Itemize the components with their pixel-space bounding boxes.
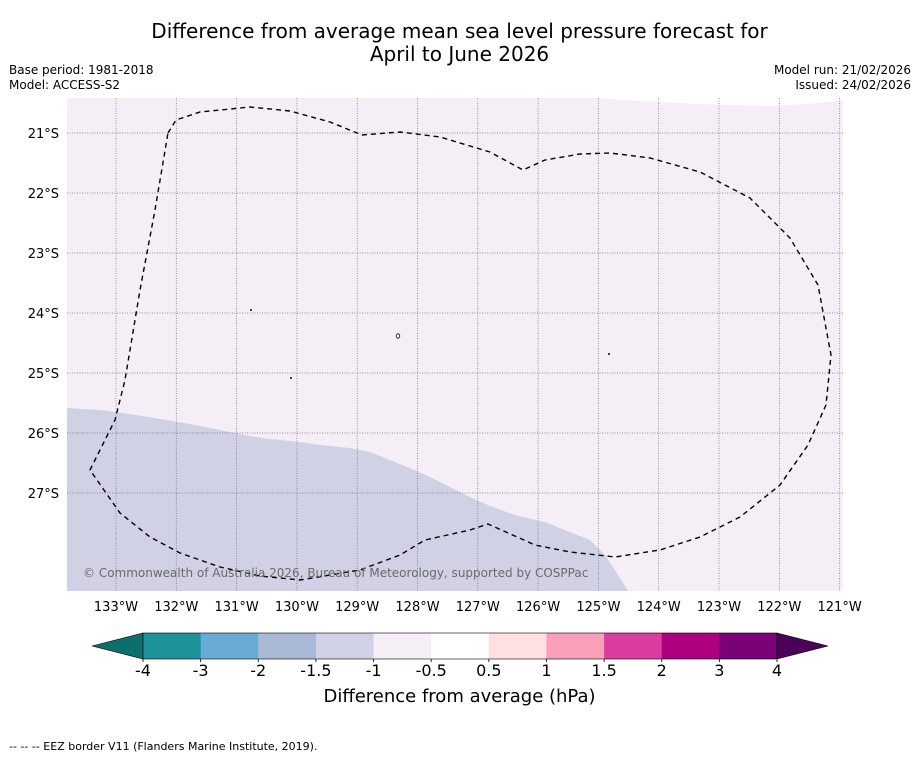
colorbar-bin	[315, 633, 374, 659]
latitude-label: 26°S	[28, 427, 59, 442]
island-marker	[290, 377, 292, 379]
latitude-label: 21°S	[28, 127, 59, 142]
eez-footnote: -- -- -- EEZ border V11 (Flanders Marine…	[9, 740, 318, 753]
colorbar-tick-label: -3	[193, 661, 209, 680]
longitude-label: 126°W	[516, 600, 560, 615]
chart-title-line2: April to June 2026	[369, 42, 550, 66]
model-name: Model: ACCESS-S2	[9, 78, 121, 92]
colorbar-bin	[143, 633, 202, 659]
latitude-label: 27°S	[28, 487, 59, 502]
colorbar-tick-label: 3	[714, 661, 724, 680]
colorbar-bin	[719, 633, 778, 659]
colorbar-outline	[142, 632, 778, 660]
colorbar-tick-label: 0.5	[476, 661, 501, 680]
model-run: Model run: 21/02/2026	[773, 63, 911, 77]
island-marker	[608, 353, 610, 355]
chart-title-line1: Difference from average mean sea level p…	[151, 19, 768, 43]
colorbar-bin	[373, 633, 432, 659]
colorbar-tick-label: -0.5	[416, 661, 447, 680]
latitude-label: 25°S	[28, 367, 59, 382]
colorbar-bin	[488, 633, 547, 659]
pressure-region-lavender	[67, 408, 628, 591]
longitude-label: 123°W	[697, 600, 741, 615]
colorbar-tick-label: 1.5	[591, 661, 616, 680]
pressure-region-white	[600, 98, 843, 106]
colorbar-tick-label: -2	[250, 661, 266, 680]
latitude-label: 24°S	[28, 307, 59, 322]
longitude-label: 128°W	[395, 600, 439, 615]
colorbar-tick-label: -1.5	[300, 661, 331, 680]
island-marker	[395, 333, 401, 339]
colorbar-bin	[661, 633, 720, 659]
colorbar-extend-high	[776, 632, 829, 660]
longitude-label: 131°W	[215, 600, 259, 615]
colorbar-bin	[258, 633, 317, 659]
longitude-label: 125°W	[576, 600, 620, 615]
meta-left: Base period: 1981-2018 Model: ACCESS-S2	[9, 63, 154, 93]
latitude-label: 22°S	[28, 187, 59, 202]
copyright-text: © Commonwealth of Australia 2026, Bureau…	[83, 566, 588, 580]
issued-date: Issued: 24/02/2026	[795, 78, 911, 92]
colorbar-tick-label: 1	[541, 661, 551, 680]
base-period: Base period: 1981-2018	[9, 63, 154, 77]
latitude-label: 23°S	[28, 247, 59, 262]
map-area: © Commonwealth of Australia 2026, Bureau…	[67, 98, 843, 591]
longitude-label: 121°W	[818, 600, 862, 615]
colorbar-bin	[546, 633, 605, 659]
longitude-label: 132°W	[154, 600, 198, 615]
colorbar: -4 -3 -2 -1.5 -1 -0.5 0.5 1 1.5 2 3 4	[91, 632, 829, 680]
latitude-labels: 21°S 22°S 23°S 24°S 25°S 26°S 27°S	[28, 127, 59, 502]
longitude-label: 127°W	[456, 600, 500, 615]
meta-right: Model run: 21/02/2026 Issued: 24/02/2026	[774, 63, 911, 93]
longitude-label: 122°W	[757, 600, 801, 615]
colorbar-bin	[431, 633, 490, 659]
longitude-label: 130°W	[275, 600, 319, 615]
colorbar-tick-label: 2	[657, 661, 667, 680]
island-marker	[250, 309, 252, 311]
longitude-label: 124°W	[637, 600, 681, 615]
colorbar-bin	[604, 633, 663, 659]
longitude-label: 133°W	[94, 600, 138, 615]
colorbar-tick-label: 4	[772, 661, 782, 680]
longitude-labels: 133°W 132°W 131°W 130°W 129°W 128°W 127°W 126°W…	[94, 600, 862, 615]
eez-border	[89, 106, 832, 581]
colorbar-extend-low	[91, 632, 144, 660]
colorbar-label: Difference from average (hPa)	[323, 686, 596, 707]
pressure-region-light-pink	[67, 98, 843, 591]
longitude-label: 129°W	[335, 600, 379, 615]
colorbar-tick-label: -4	[135, 661, 151, 680]
colorbar-tick-label: -1	[366, 661, 382, 680]
graticule	[67, 98, 843, 591]
colorbar-bin	[200, 633, 259, 659]
